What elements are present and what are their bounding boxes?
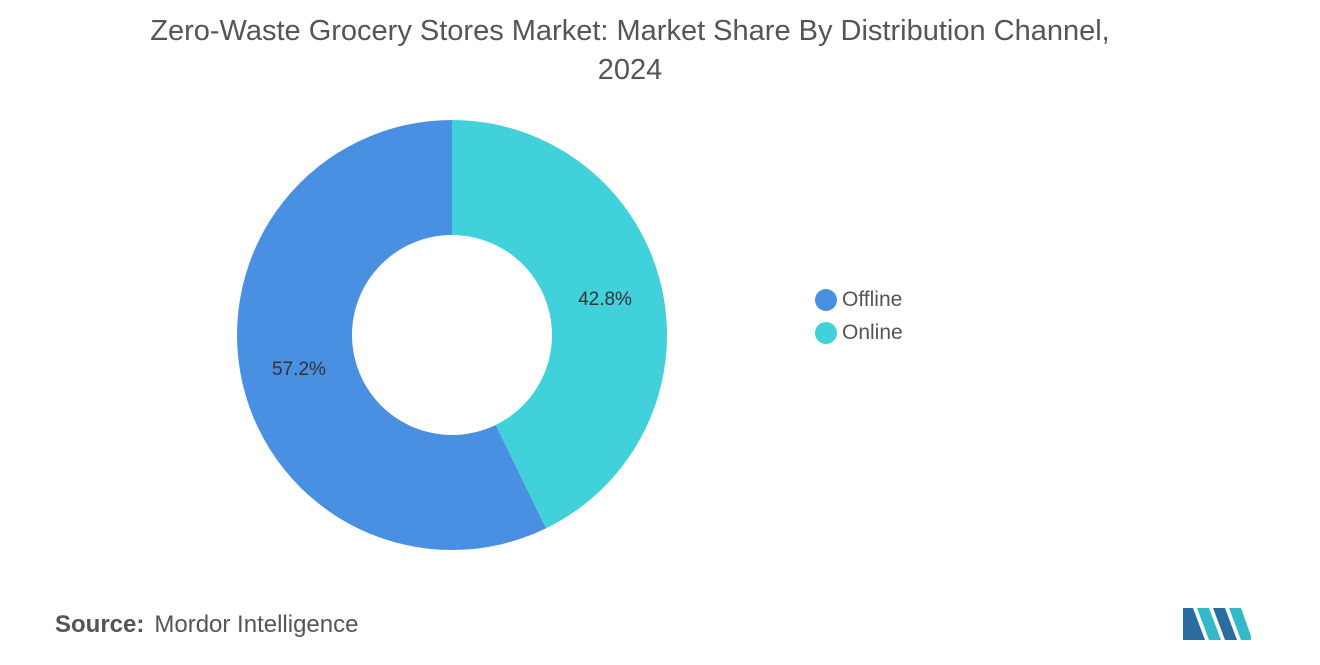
mordor-intelligence-logo-icon: [1183, 608, 1251, 640]
source-text: Mordor Intelligence: [154, 611, 359, 638]
data-label-online: 42.8%: [578, 289, 632, 310]
logo-shape-4: [1229, 608, 1251, 640]
legend-item-offline[interactable]: Offline: [815, 283, 903, 316]
chart-title: Zero-Waste Grocery Stores Market: Market…: [0, 12, 1320, 90]
chart-title-line-1: Zero-Waste Grocery Stores Market: Market…: [150, 15, 1110, 47]
donut-slice-online[interactable]: [452, 120, 667, 529]
legend-swatch-offline: [815, 288, 837, 311]
data-label-offline: 57.2%: [272, 359, 326, 380]
chart-title-line-2: 2024: [597, 54, 663, 86]
logo-shape-2: [1197, 608, 1221, 640]
chart-legend: Offline Online: [815, 283, 903, 349]
donut-slice-offline[interactable]: [237, 120, 546, 550]
legend-label-offline: Offline: [842, 287, 903, 311]
legend-swatch-online: [815, 321, 837, 344]
logo-shape-3: [1213, 608, 1237, 640]
source-label: Source:: [55, 611, 145, 638]
legend-label-online: Online: [842, 320, 903, 344]
legend-item-online[interactable]: Online: [815, 316, 903, 349]
logo-shape-1: [1183, 608, 1205, 640]
source-note: Source: Mordor Intelligence: [55, 611, 358, 639]
